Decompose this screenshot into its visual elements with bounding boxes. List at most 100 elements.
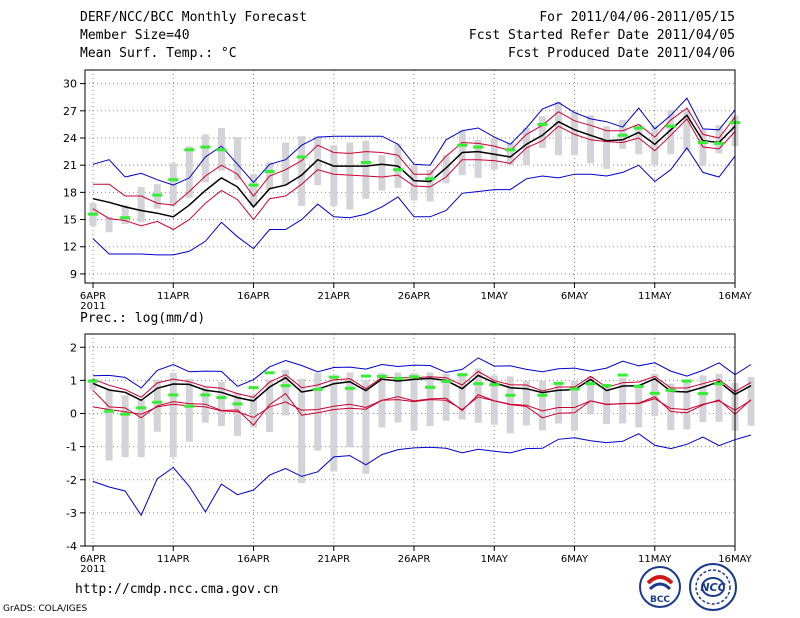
prec-x-tick-label: 16APR [237, 554, 270, 565]
source-url[interactable]: http://cmdp.ncc.cma.gov.cn [75, 582, 279, 597]
temp-x-tick-label: 16MAY [718, 291, 752, 302]
prec-observed-mark [441, 379, 452, 383]
prec-plot-frame [84, 333, 736, 547]
member-size: Member Size=40 [80, 28, 190, 43]
temp-spread-bar [201, 134, 209, 183]
prec-observed-mark [168, 393, 179, 397]
prec-spread-bar [554, 384, 562, 424]
prec-spread-bar [394, 372, 402, 423]
prec-line-max-envelope [92, 357, 752, 389]
temp-y-tick-label: 18 [63, 186, 77, 199]
prec-observed-mark [248, 386, 259, 390]
prec-observed-mark [376, 374, 387, 378]
prec-spread-bar [651, 373, 659, 417]
temp-y-tick-label: 9 [70, 268, 77, 281]
temp-x-tick-label: 6MAY [561, 291, 589, 302]
prec-spread-bar [185, 378, 193, 442]
prec-spread-bar [233, 392, 241, 437]
temp-spread-bar [410, 165, 418, 201]
prec-line-lower-spread [92, 389, 752, 426]
prec-observed-mark [457, 373, 468, 377]
prec-spread-bar [137, 399, 145, 458]
prec-observed-mark [425, 385, 436, 389]
prec-spread-bar [490, 375, 498, 425]
prec-line-upper-spread [92, 370, 752, 398]
temp-observed-mark [216, 148, 227, 152]
prec-observed-mark [312, 387, 323, 391]
temp-observed-mark [168, 178, 179, 182]
prec-observed-mark [505, 393, 516, 397]
prec-observed-mark [216, 396, 227, 400]
prec-spread-bar [169, 372, 177, 458]
bcc-logo-text: BCC [650, 595, 670, 605]
prec-x-year-label: 2011 [80, 564, 105, 575]
prec-spread-bar [522, 381, 530, 426]
prec-x-tick-label: 11APR [157, 554, 190, 565]
temp-observed-mark [697, 141, 708, 145]
prec-spread-bar [635, 384, 643, 428]
prec-spread-bar [201, 387, 209, 423]
temp-observed-mark [425, 177, 436, 181]
temp-observed-mark [392, 168, 403, 172]
temp-spread-bar [603, 126, 611, 169]
prec-y-tick-label: -3 [66, 507, 77, 520]
temp-line-max-envelope [92, 97, 736, 186]
temp-plot-frame [84, 69, 736, 284]
temp-spread-bar [506, 142, 514, 166]
prec-observed-mark [200, 393, 211, 397]
temp-observed-mark [120, 216, 131, 220]
prec-observed-mark [264, 371, 275, 375]
temp-observed-mark [505, 148, 516, 152]
prec-spread-bar [538, 380, 546, 431]
prec-spread-bar [217, 381, 225, 427]
prec-spread-bar [747, 377, 755, 426]
prec-line-reference-zero [92, 396, 752, 419]
prec-y-tick-label: 0 [70, 408, 77, 421]
prec-observed-mark [473, 382, 484, 386]
prec-spread-bar [346, 372, 354, 448]
ncc-logo: NCC [689, 563, 737, 611]
temp-y-tick-label: 15 [63, 214, 77, 227]
temp-x-tick-label: 11MAY [638, 291, 672, 302]
prec-spread-bar [250, 395, 258, 428]
temp-x-tick-label: 21APR [317, 291, 350, 302]
temp-observed-mark [473, 145, 484, 149]
ncc-logo-text: NCC [700, 581, 725, 594]
temp-y-tick-label: 30 [63, 78, 77, 91]
prec-observed-mark [360, 374, 371, 378]
bcc-logo: BCC [639, 566, 681, 608]
prec-x-tick-label: 11MAY [638, 554, 672, 565]
temp-observed-mark [152, 193, 163, 197]
temp-y-tick-label: 24 [63, 132, 77, 145]
temp-spread-bar [699, 129, 707, 167]
temp-spread-bar [442, 155, 450, 184]
temp-spread-bar [250, 174, 258, 206]
temp-spread-bar [522, 128, 530, 166]
prec-spread-bar [474, 368, 482, 423]
temp-spread-bar [571, 111, 579, 156]
temp-observed-mark [617, 133, 628, 137]
prec-spread-bar [683, 381, 691, 430]
prec-observed-mark [585, 382, 596, 386]
temp-observed-mark [200, 145, 211, 149]
prec-observed-mark [537, 393, 548, 397]
prec-line-ensemble-mean [92, 374, 752, 402]
prec-x-tick-label: 6MAY [561, 554, 589, 565]
temp-line-ensemble-mean [92, 114, 736, 218]
prec-observed-mark [136, 406, 147, 410]
prec-line-min-envelope [92, 433, 752, 517]
temp-spread-bar [346, 142, 354, 210]
temp-observed-mark [713, 141, 724, 145]
temp-x-tick-label: 1MAY [481, 291, 509, 302]
prec-observed-mark [328, 375, 339, 379]
temp-spread-bar [282, 142, 290, 186]
temp-observed-mark [457, 143, 468, 147]
temp-spread-bar [554, 101, 562, 156]
temp-observed-mark [264, 170, 275, 174]
prec-observed-mark [713, 382, 724, 386]
temp-observed-mark [296, 155, 307, 159]
temp-spread-bar [330, 145, 338, 206]
temp-line-lower-spread [92, 118, 736, 231]
temp-spread-bar [121, 205, 129, 225]
forecast-produced: Fcst Produced Date 2011/04/06 [508, 46, 735, 61]
